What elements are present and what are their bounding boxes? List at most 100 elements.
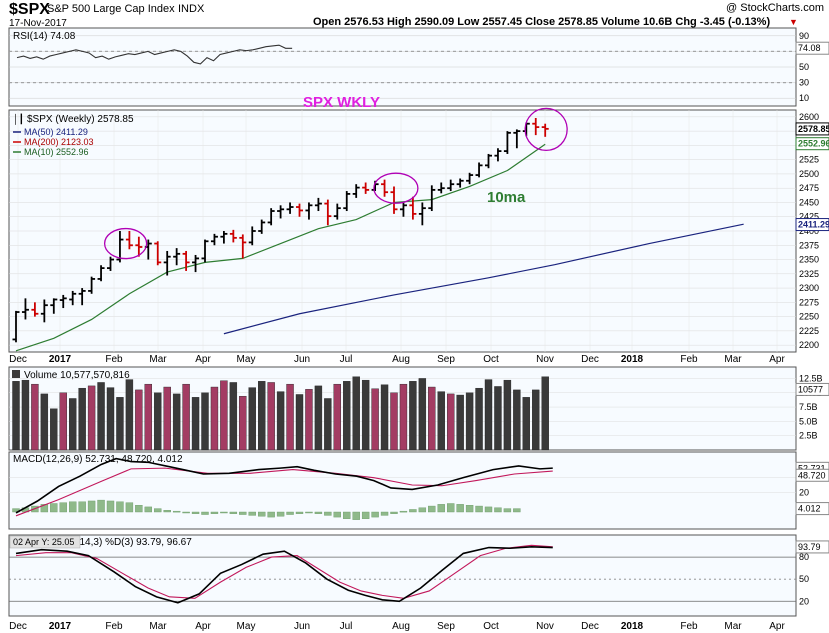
volume-bar <box>494 386 502 451</box>
volume-bar <box>59 392 67 451</box>
x-axis-label-bottom: Apr <box>195 621 211 632</box>
volume-bar <box>484 379 493 451</box>
volume-bar <box>532 389 540 451</box>
volume-bar <box>182 383 190 451</box>
x-axis-label: Mar <box>724 354 742 365</box>
volume-bar <box>163 386 171 451</box>
stoch-tick-label: 50 <box>799 574 809 584</box>
macd-histogram-bar <box>78 501 86 513</box>
price-tick-label: 2475 <box>799 183 819 193</box>
stoch-tick-label: 80 <box>799 552 809 562</box>
ma-legend-label: MA(10) 2552.96 <box>24 147 89 157</box>
macd-histogram-bar <box>106 500 115 513</box>
x-axis-label: Nov <box>536 354 554 365</box>
price-tick-label: 2300 <box>799 283 819 293</box>
stoch-badge-label: 93.79 <box>798 542 821 552</box>
volume-bar <box>87 385 96 451</box>
rsi-legend: RSI(14) 74.08 <box>13 31 76 42</box>
macd-histogram-bar <box>494 507 502 513</box>
volume-bar <box>258 381 266 451</box>
x-axis-label-bottom: Dec <box>9 621 27 632</box>
stoch-k-line <box>15 545 553 604</box>
x-axis-label-bottom: 2018 <box>621 621 644 632</box>
x-axis-label-bottom: 2017 <box>49 621 72 632</box>
volume-bar <box>324 398 332 451</box>
price-badge <box>795 137 829 151</box>
stoch-tooltip: 02 Apr Y: 25.05 <box>13 537 74 547</box>
x-axis-label-bottom: Nov <box>536 621 554 632</box>
volume-bar <box>418 378 427 451</box>
x-axis-label: Dec <box>9 354 27 365</box>
price-tick-label: 2225 <box>799 326 819 336</box>
macd-histogram-bar <box>97 499 105 513</box>
x-axis-label-bottom: Feb <box>680 621 698 632</box>
volume-bar <box>276 391 285 451</box>
macd-histogram-bar <box>343 511 351 519</box>
x-axis-label: May <box>237 354 256 365</box>
macd-signal-line <box>15 467 553 517</box>
volume-bar <box>239 395 247 451</box>
macd-badge-label: 4.012 <box>798 504 821 514</box>
volume-bar <box>295 394 304 451</box>
macd-histogram-bar <box>503 508 512 513</box>
header-watermark: @ StockCharts.com <box>726 2 824 14</box>
macd-histogram-bar <box>201 511 209 515</box>
macd-badge-label: 48.720 <box>798 470 826 480</box>
volume-bar <box>428 386 436 451</box>
macd-histogram-bar <box>267 511 275 518</box>
macd-histogram-bar <box>295 511 304 514</box>
x-axis-label: Apr <box>195 354 211 365</box>
volume-bar <box>220 380 228 451</box>
macd-histogram-bar <box>163 510 171 513</box>
price-legend: $SPX (Weekly) 2578.85 <box>27 114 134 125</box>
macd-tick-label: 20 <box>799 487 809 497</box>
x-axis-label: 2017 <box>49 354 72 365</box>
price-tick-label: 2325 <box>799 269 819 279</box>
ma-legend-label: MA(50) 2411.29 <box>24 127 88 137</box>
volume-bar <box>286 383 294 451</box>
ma10-line <box>15 143 546 352</box>
volume-tick-label: 5.0B <box>799 416 818 426</box>
volume-bar <box>314 385 323 451</box>
macd-histogram-bar <box>437 504 445 513</box>
x-axis-label: Jun <box>294 354 310 365</box>
macd-histogram-bar <box>87 500 96 513</box>
volume-legend-swatch <box>12 370 20 378</box>
x-axis-label: Oct <box>483 354 499 365</box>
x-axis-label-bottom: Apr <box>769 621 785 632</box>
volume-bar <box>447 393 455 451</box>
chg-down-arrow-icon: ▼ <box>789 17 798 27</box>
ma-legend-label: MA(200) 2123.03 <box>24 137 94 147</box>
macd-histogram-bar <box>409 509 417 513</box>
x-axis-label-bottom: Oct <box>483 621 499 632</box>
stoch-tick-label: 20 <box>799 596 809 606</box>
macd-histogram-bar <box>68 501 77 513</box>
volume-bar <box>333 383 341 451</box>
macd-histogram-bar <box>229 511 238 514</box>
volume-bar <box>210 386 219 451</box>
macd-histogram-bar <box>484 506 493 513</box>
price-tick-label: 2600 <box>799 112 819 122</box>
volume-bar <box>31 383 39 451</box>
volume-bar <box>191 397 200 451</box>
macd-histogram-bar <box>154 508 162 513</box>
chart-annotation-title: SPX WKLY <box>303 94 380 111</box>
x-axis-label-bottom: Mar <box>149 621 167 632</box>
volume-bar <box>409 381 417 451</box>
rsi-tick-label: 30 <box>799 78 809 88</box>
header-exchange: INDX <box>178 3 205 15</box>
x-axis-label-bottom: Jul <box>340 621 353 632</box>
volume-bar <box>513 389 521 451</box>
price-badge-label: 2411.29 <box>798 220 829 230</box>
macd-histogram-bar <box>248 511 256 516</box>
header-date: 17-Nov-2017 <box>9 18 67 29</box>
macd-histogram-bar <box>40 504 49 513</box>
rsi-tick-label: 50 <box>799 62 809 72</box>
x-axis-label: Aug <box>392 354 410 365</box>
price-tick-label: 2350 <box>799 255 819 265</box>
macd-panel <box>8 451 797 530</box>
price-tick-label: 2500 <box>799 169 819 179</box>
macd-histogram-bar <box>210 511 219 514</box>
volume-badge <box>795 382 829 396</box>
macd-histogram-bar <box>191 511 200 514</box>
